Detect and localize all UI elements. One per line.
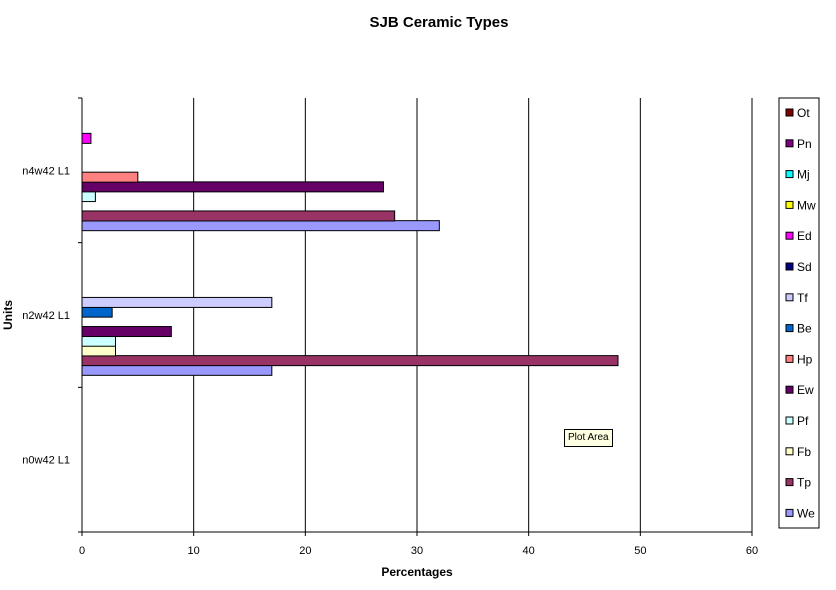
- legend-label: Be: [797, 322, 812, 336]
- legend-label: Fb: [797, 445, 811, 459]
- legend-label: Pf: [797, 414, 809, 428]
- x-tick-label: 50: [634, 545, 646, 557]
- bar-be: [81, 306, 113, 318]
- legend-label: Mw: [797, 198, 816, 212]
- legend-swatch: [785, 262, 794, 271]
- x-tick-label: 0: [79, 545, 85, 557]
- chart-title: SJB Ceramic Types: [370, 14, 509, 31]
- legend-label: Ew: [797, 383, 814, 397]
- legend-frame: [778, 97, 820, 529]
- x-axis-title: Percentages: [381, 565, 453, 579]
- bar-ew: [81, 326, 172, 338]
- legend-label: We: [797, 506, 815, 520]
- bar-we: [81, 220, 440, 232]
- legend-label: Sd: [797, 260, 812, 274]
- bar-hp: [81, 171, 139, 183]
- bar-tp: [81, 355, 619, 367]
- x-tick-label: 40: [523, 545, 535, 557]
- x-tick-label: 30: [411, 545, 423, 557]
- legend: Ot Pn Mj Mw Ed Sd Tf Be Hp Ew Pf Fb Tp We: [778, 97, 820, 529]
- legend-label: Hp: [797, 352, 813, 366]
- y-axis-title: Units: [1, 300, 15, 330]
- x-ticks: 0 10 20 30 40 50 60: [78, 97, 758, 557]
- legend-label: Mj: [797, 168, 810, 182]
- legend-swatch: [785, 416, 794, 425]
- bar-pf: [81, 191, 96, 203]
- bar-ew: [81, 181, 384, 193]
- gridlines: [193, 98, 753, 532]
- legend-label: Pn: [797, 137, 812, 151]
- bar-pf: [81, 335, 116, 347]
- bar-tp: [81, 210, 396, 222]
- legend-swatch: [785, 385, 794, 394]
- legend-swatch: [785, 231, 794, 240]
- legend-swatch: [785, 324, 794, 333]
- x-tick-label: 20: [299, 545, 311, 557]
- legend-swatch: [785, 293, 794, 302]
- x-tick-label: 10: [188, 545, 200, 557]
- x-tick-label: 60: [746, 545, 758, 557]
- legend-swatch: [785, 354, 794, 363]
- bar-we: [81, 364, 273, 376]
- bar-fb: [81, 345, 116, 357]
- legend-swatch: [785, 170, 794, 179]
- plot-area-tooltip: Plot Area: [564, 429, 613, 447]
- y-category-label: n4w42 L1: [22, 165, 70, 177]
- y-category-labels: n0w42 L1 n2w42 L1 n4w42 L1: [22, 165, 70, 466]
- legend-swatch: [785, 108, 794, 117]
- bars: [81, 132, 619, 376]
- y-category-label: n0w42 L1: [22, 455, 70, 467]
- legend-swatch: [785, 139, 794, 148]
- legend-swatch: [785, 200, 794, 209]
- y-category-label: n2w42 L1: [22, 310, 70, 322]
- legend-swatch: [785, 508, 794, 517]
- bar-ed: [81, 132, 92, 144]
- legend-swatch: [785, 447, 794, 456]
- bar-tf: [81, 296, 273, 308]
- legend-label: Ed: [797, 229, 812, 243]
- legend-label: Ot: [797, 106, 810, 120]
- legend-label: Tp: [797, 476, 811, 490]
- legend-label: Tf: [797, 291, 808, 305]
- legend-swatch: [785, 478, 794, 487]
